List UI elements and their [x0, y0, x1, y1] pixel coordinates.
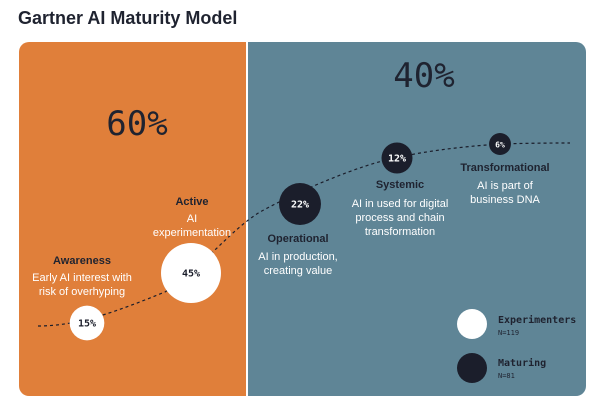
stage-desc-active: AI experimentation: [152, 213, 232, 239]
stage-title-systemic: Systemic: [375, 179, 425, 191]
experimenters-share: 60%: [106, 104, 168, 144]
stage-bubble-transformational: [489, 133, 511, 155]
stage-title-awareness: Awareness: [53, 255, 111, 267]
legend-label-experimenters: Experimenters: [498, 315, 577, 326]
maturing-share: 40%: [393, 56, 455, 96]
stage-bubble-awareness: [69, 305, 105, 341]
maturity-curve: [37, 142, 571, 327]
stage-bubble-operational: [279, 183, 321, 225]
stage-desc-transformational: AI is part of business DNA: [470, 180, 540, 206]
stage-desc-awareness: Early AI interest with risk of overhyping: [32, 272, 132, 298]
stage-title-operational: Operational: [267, 233, 329, 245]
stage-desc-systemic: AI in used for digital process and chain t…: [351, 198, 449, 238]
stage-title-transformational: Transformational: [460, 162, 550, 174]
legend-swatch-maturing: [457, 353, 487, 383]
stage-pct-awareness: 15%: [78, 319, 96, 330]
legend-n-maturing: N=81: [498, 372, 515, 380]
stage-pct-systemic: 12%: [388, 154, 406, 165]
legend-n-experimenters: N=119: [498, 329, 520, 337]
stage-bubble-active: [161, 243, 221, 303]
stage-title-active: Active: [175, 196, 209, 208]
chart-title: Gartner AI Maturity Model: [18, 8, 238, 28]
stage-desc-operational: AI in production, creating value: [258, 251, 338, 277]
stage-pct-operational: 22%: [291, 200, 309, 211]
experimenters-panel: [19, 42, 246, 396]
legend-label-maturing: Maturing: [498, 358, 547, 369]
stage-bubble-systemic: [381, 142, 413, 174]
stage-pct-transformational: 6%: [495, 141, 505, 150]
stage-pct-active: 45%: [182, 269, 200, 280]
legend-swatch-experimenters: [457, 309, 487, 339]
